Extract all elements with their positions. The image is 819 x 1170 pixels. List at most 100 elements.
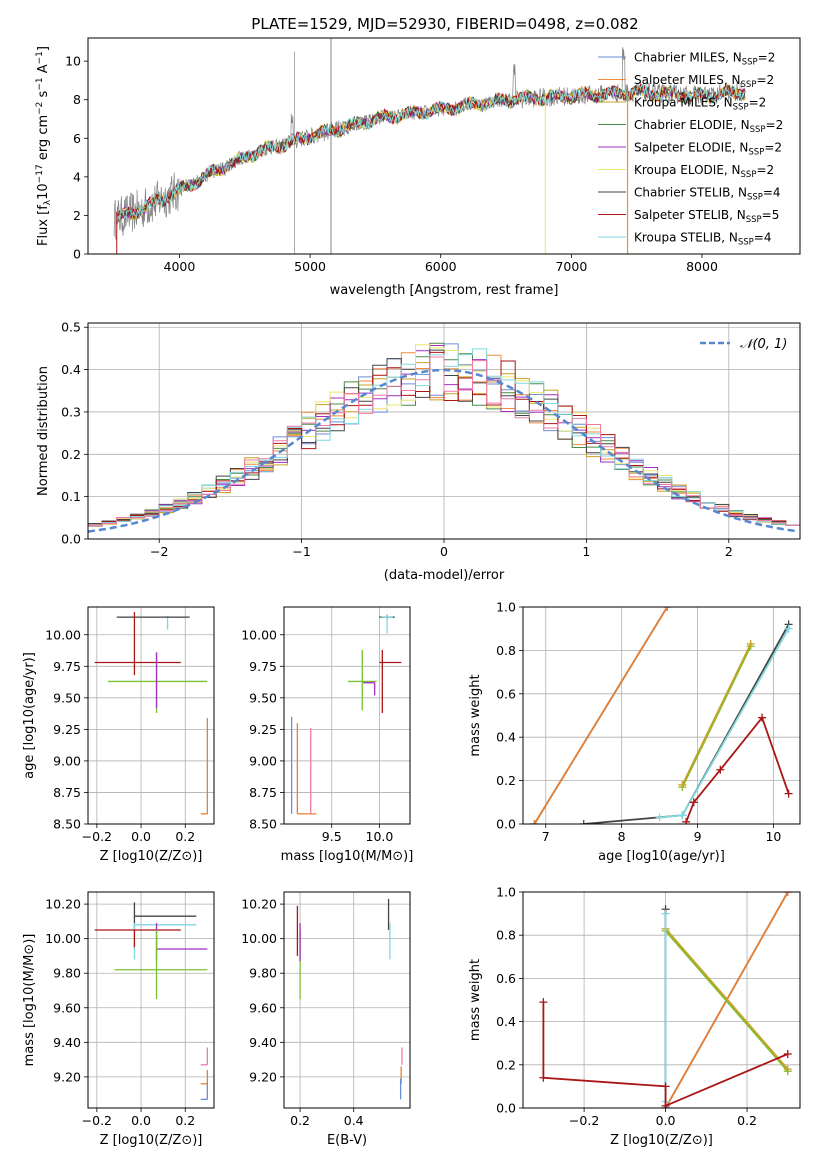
spectrum-ylabel: Flux [fλ10−17 erg cm−2 s−1 A−1] bbox=[35, 46, 53, 246]
weight-marker bbox=[530, 820, 539, 824]
y-tick-label: 0.4 bbox=[496, 1014, 516, 1029]
y-tick-label: 9.25 bbox=[53, 722, 81, 737]
y-tick-label: 9.80 bbox=[53, 966, 81, 981]
x-axis-label: E(B-V) bbox=[327, 1133, 367, 1148]
plot-area bbox=[539, 892, 792, 1108]
weight-marker bbox=[661, 909, 670, 918]
errorbar-point bbox=[94, 929, 181, 948]
plot-area bbox=[88, 342, 800, 533]
y-axis-label: mass weight bbox=[468, 674, 483, 756]
age-vs-Z-panel: −0.2 0.0 0.2 8.50 8.75 9.00 9.25 9.50 9.75 10.00 Z… bbox=[22, 606, 215, 864]
weight-marker bbox=[783, 1050, 792, 1058]
weight-marker bbox=[783, 1065, 792, 1074]
x-tick-label: 9.5 bbox=[322, 829, 342, 844]
x-tick-label: 1 bbox=[582, 544, 590, 559]
x-tick-label: 0.0 bbox=[131, 1113, 151, 1128]
plot-area bbox=[94, 612, 209, 815]
errorbar-point bbox=[200, 1082, 209, 1101]
axes-frame bbox=[283, 891, 411, 1109]
y-tick-label: 1.0 bbox=[496, 600, 516, 615]
weight-line bbox=[533, 607, 668, 824]
legend-label: Salpeter STELIB, NSSP=5 bbox=[634, 208, 779, 225]
x-tick-label: 8 bbox=[618, 829, 626, 844]
spectrum-panel: 4000 5000 6000 7000 8000 0 2 4 6 8 10 wavelength [… bbox=[35, 37, 801, 298]
x-axis-label: Z [log10(Z/Z⊙)] bbox=[100, 1133, 203, 1148]
y-tick-label: 9.40 bbox=[249, 1035, 277, 1050]
y-tick-label: 0.1 bbox=[61, 489, 81, 504]
y-tick-label: 9.00 bbox=[249, 753, 277, 768]
legend-label: Salpeter ELODIE, NSSP=2 bbox=[634, 141, 782, 158]
legend-label: Kroupa MILES, NSSP=2 bbox=[634, 96, 766, 113]
x-tick-label: 0.2 bbox=[737, 1113, 757, 1128]
y-tick-label: 9.75 bbox=[53, 659, 81, 674]
y-tick-label: 10.00 bbox=[241, 931, 277, 946]
weight-marker bbox=[784, 624, 793, 633]
weight-marker bbox=[682, 817, 691, 824]
weight-vs-Z-panel: −0.2 0.0 0.2 0.0 0.2 0.4 0.6 0.8 1.0 Z [log10(Z/Z… bbox=[468, 885, 801, 1148]
errorbar-point bbox=[296, 723, 317, 815]
residual-xlabel: (data-model)/error bbox=[384, 568, 505, 583]
errorbar-point bbox=[363, 682, 376, 696]
normal-legend: 𝒩(0, 1) bbox=[700, 337, 787, 352]
x-axis-label: age [log10(age/yr)] bbox=[598, 849, 725, 864]
weight-marker bbox=[783, 892, 792, 896]
y-tick-label: 10 bbox=[65, 54, 81, 69]
y-tick-label: 9.25 bbox=[249, 722, 277, 737]
legend-label: Chabrier ELODIE, NSSP=2 bbox=[634, 118, 783, 135]
x-tick-label: −0.2 bbox=[82, 829, 112, 844]
y-tick-label: 0.2 bbox=[496, 773, 516, 788]
model-spectrum bbox=[116, 84, 746, 224]
x-tick-label: −1 bbox=[292, 544, 310, 559]
x-tick-label: 7000 bbox=[555, 259, 587, 274]
y-tick-label: 0.0 bbox=[61, 532, 81, 547]
legend-label: Kroupa STELIB, NSSP=4 bbox=[634, 231, 772, 248]
spectrum-xlabel: wavelength [Angstrom, rest frame] bbox=[330, 283, 559, 298]
weight-marker bbox=[716, 765, 725, 774]
y-tick-label: 0.0 bbox=[496, 1101, 516, 1116]
y-tick-label: 9.75 bbox=[249, 659, 277, 674]
y-tick-label: 9.20 bbox=[249, 1069, 277, 1084]
weight-line bbox=[664, 928, 789, 1070]
y-tick-label: 9.50 bbox=[249, 690, 277, 705]
axes-frame bbox=[87, 891, 215, 1109]
y-tick-label: 2 bbox=[73, 208, 81, 223]
plot-area bbox=[290, 614, 402, 815]
x-tick-label: 0.0 bbox=[131, 829, 151, 844]
y-tick-label: 10.00 bbox=[241, 627, 277, 642]
weight-marker bbox=[539, 1073, 548, 1082]
y-tick-label: 8 bbox=[73, 92, 81, 107]
axes-frame bbox=[522, 606, 801, 825]
y-tick-label: 9.40 bbox=[53, 1035, 81, 1050]
x-tick-label: 8000 bbox=[686, 259, 718, 274]
age-vs-mass-panel: 9.5 10.0 8.50 8.75 9.00 9.25 9.50 9.75 10.00 mass… bbox=[241, 606, 413, 864]
weight-marker bbox=[661, 1101, 670, 1108]
residual-histogram bbox=[88, 356, 800, 528]
weight-marker bbox=[579, 820, 588, 824]
weight-marker bbox=[661, 1082, 670, 1091]
residual-panel: −2 −1 0 1 2 0.0 0.1 0.2 0.3 0.4 0.5 (data-model)/e… bbox=[36, 320, 801, 583]
gridlines bbox=[88, 892, 214, 1108]
weight-marker bbox=[678, 780, 687, 789]
y-tick-label: 8.50 bbox=[249, 817, 277, 832]
x-tick-label: 4000 bbox=[164, 259, 196, 274]
mass-vs-Z-panel: −0.2 0.0 0.2 9.20 9.40 9.60 9.80 10.00 10.20 Z [l… bbox=[22, 891, 215, 1148]
legend-label: Kroupa ELODIE, NSSP=2 bbox=[634, 163, 774, 180]
spectrum-legend: Chabrier MILES, NSSP=2 Salpeter MILES, NS… bbox=[598, 51, 783, 248]
weight-marker bbox=[758, 713, 767, 722]
y-tick-label: 10.20 bbox=[45, 897, 81, 912]
residual-ylabel: Normed distribution bbox=[36, 366, 51, 496]
y-tick-label: 9.60 bbox=[249, 1000, 277, 1015]
y-tick-label: 0.5 bbox=[61, 320, 81, 335]
x-tick-label: 7 bbox=[542, 829, 550, 844]
x-axis-label: Z [log10(Z/Z⊙)] bbox=[100, 849, 203, 864]
figure-title: PLATE=1529, MJD=52930, FIBERID=0498, z=0… bbox=[251, 15, 638, 33]
y-tick-label: 6 bbox=[73, 131, 81, 146]
errorbar-point bbox=[379, 649, 402, 713]
x-tick-label: 9 bbox=[694, 829, 702, 844]
weight-marker bbox=[663, 607, 672, 611]
y-tick-label: 8.75 bbox=[53, 785, 81, 800]
y-tick-label: 0.4 bbox=[61, 362, 81, 377]
y-tick-label: 4 bbox=[73, 169, 81, 184]
x-tick-label: 6000 bbox=[425, 259, 457, 274]
